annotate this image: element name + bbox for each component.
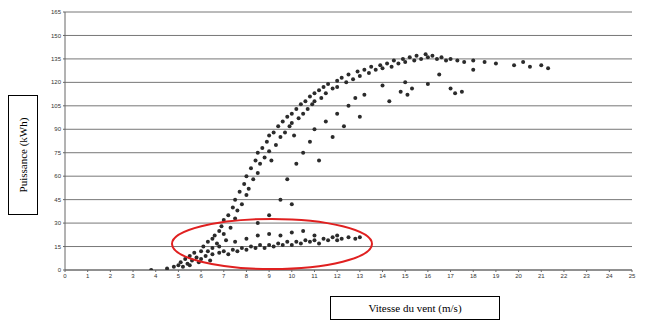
svg-text:18: 18 xyxy=(470,273,477,279)
svg-text:15: 15 xyxy=(402,273,409,279)
svg-text:15: 15 xyxy=(54,244,61,250)
svg-text:19: 19 xyxy=(493,273,500,279)
svg-text:6: 6 xyxy=(199,273,203,279)
svg-text:14: 14 xyxy=(379,273,386,279)
svg-text:4: 4 xyxy=(154,273,158,279)
svg-text:135: 135 xyxy=(51,56,62,62)
svg-text:2: 2 xyxy=(109,273,113,279)
svg-text:16: 16 xyxy=(425,273,432,279)
svg-text:1: 1 xyxy=(86,273,90,279)
svg-text:23: 23 xyxy=(583,273,590,279)
svg-text:24: 24 xyxy=(606,273,613,279)
svg-text:0: 0 xyxy=(58,267,62,273)
svg-text:21: 21 xyxy=(538,273,545,279)
svg-text:0: 0 xyxy=(63,273,67,279)
svg-text:13: 13 xyxy=(356,273,363,279)
svg-text:17: 17 xyxy=(447,273,454,279)
html-text:Puissance (kWh): Puissance (kWh) xyxy=(17,117,29,193)
html-text:Vitesse du vent (m/s): Vitesse du vent (m/s) xyxy=(368,302,462,314)
svg-text:11: 11 xyxy=(311,273,318,279)
svg-text:75: 75 xyxy=(54,150,61,156)
svg-text:7: 7 xyxy=(222,273,226,279)
svg-text:22: 22 xyxy=(561,273,568,279)
svg-text:25: 25 xyxy=(629,273,636,279)
svg-text:150: 150 xyxy=(51,33,62,39)
svg-text:20: 20 xyxy=(515,273,522,279)
svg-text:3: 3 xyxy=(131,273,135,279)
svg-text:165: 165 xyxy=(51,9,62,15)
svg-text:30: 30 xyxy=(54,220,61,226)
svg-text:10: 10 xyxy=(288,273,295,279)
svg-text:60: 60 xyxy=(54,173,61,179)
svg-text:8: 8 xyxy=(245,273,249,279)
svg-text:9: 9 xyxy=(267,273,271,279)
svg-text:45: 45 xyxy=(54,197,61,203)
svg-text:105: 105 xyxy=(51,103,62,109)
svg-text:90: 90 xyxy=(54,126,61,132)
svg-text:5: 5 xyxy=(177,273,181,279)
svg-text:120: 120 xyxy=(51,79,62,85)
svg-text:12: 12 xyxy=(334,273,341,279)
